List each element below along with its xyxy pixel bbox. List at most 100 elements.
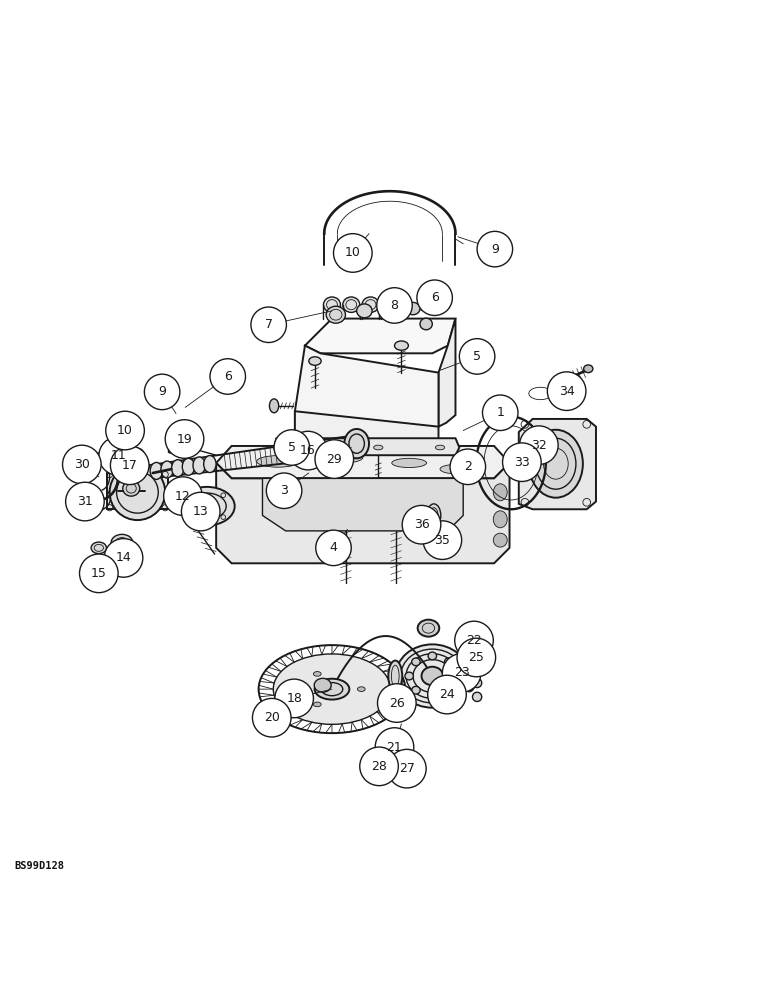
Polygon shape	[305, 319, 455, 353]
Ellipse shape	[326, 306, 345, 323]
Circle shape	[378, 684, 416, 722]
Ellipse shape	[111, 534, 133, 551]
Circle shape	[423, 521, 462, 559]
Circle shape	[402, 505, 441, 544]
Ellipse shape	[91, 542, 107, 554]
Ellipse shape	[357, 687, 365, 691]
Ellipse shape	[110, 464, 165, 520]
Circle shape	[274, 430, 310, 465]
Circle shape	[144, 374, 180, 410]
Ellipse shape	[344, 429, 369, 458]
Circle shape	[275, 679, 313, 718]
Ellipse shape	[357, 304, 372, 318]
Circle shape	[459, 339, 495, 374]
Text: 21: 21	[387, 741, 402, 754]
Text: 3: 3	[280, 484, 288, 497]
Circle shape	[315, 440, 354, 478]
Text: 19: 19	[177, 433, 192, 446]
Text: 11: 11	[110, 449, 126, 462]
Ellipse shape	[493, 533, 507, 547]
Ellipse shape	[182, 458, 195, 475]
Ellipse shape	[411, 658, 420, 666]
Ellipse shape	[317, 452, 363, 463]
Ellipse shape	[171, 460, 184, 477]
Polygon shape	[216, 463, 510, 563]
Circle shape	[104, 539, 143, 577]
Circle shape	[457, 638, 496, 677]
Ellipse shape	[130, 448, 144, 462]
Text: 25: 25	[469, 651, 484, 664]
Circle shape	[63, 445, 101, 484]
Ellipse shape	[313, 672, 321, 676]
Ellipse shape	[281, 445, 290, 450]
Text: 20: 20	[264, 711, 279, 724]
Polygon shape	[295, 346, 438, 442]
Circle shape	[210, 359, 245, 394]
Circle shape	[266, 473, 302, 508]
Circle shape	[520, 426, 558, 464]
Ellipse shape	[151, 462, 163, 479]
Circle shape	[482, 395, 518, 431]
Circle shape	[375, 728, 414, 766]
Ellipse shape	[493, 484, 507, 501]
Ellipse shape	[343, 297, 360, 312]
Text: 17: 17	[122, 459, 137, 472]
Ellipse shape	[422, 667, 443, 685]
Text: 36: 36	[414, 518, 429, 531]
Text: 10: 10	[117, 424, 133, 437]
Ellipse shape	[435, 445, 445, 450]
Text: 33: 33	[514, 456, 530, 469]
Ellipse shape	[179, 487, 235, 525]
Text: 23: 23	[454, 666, 469, 679]
Circle shape	[503, 443, 541, 481]
Ellipse shape	[161, 461, 173, 478]
Text: 16: 16	[300, 444, 316, 457]
Ellipse shape	[445, 658, 453, 666]
Ellipse shape	[493, 511, 507, 528]
Text: 35: 35	[435, 534, 450, 547]
Circle shape	[442, 654, 481, 692]
Text: 9: 9	[491, 243, 499, 256]
Ellipse shape	[314, 679, 349, 700]
Ellipse shape	[472, 692, 482, 701]
Circle shape	[377, 288, 412, 323]
Circle shape	[66, 482, 104, 521]
Polygon shape	[168, 444, 191, 452]
Text: 5: 5	[288, 441, 296, 454]
Circle shape	[360, 747, 398, 786]
Ellipse shape	[416, 519, 430, 542]
Text: 31: 31	[77, 495, 93, 508]
Text: 18: 18	[286, 692, 302, 705]
Ellipse shape	[174, 497, 185, 506]
Circle shape	[417, 280, 452, 315]
Ellipse shape	[273, 654, 391, 724]
Circle shape	[251, 307, 286, 343]
Ellipse shape	[79, 471, 88, 482]
Circle shape	[289, 431, 327, 470]
Text: 4: 4	[330, 541, 337, 554]
Text: 30: 30	[74, 458, 90, 471]
Circle shape	[80, 554, 118, 593]
Circle shape	[334, 234, 372, 272]
Text: 8: 8	[391, 299, 398, 312]
Ellipse shape	[314, 678, 331, 692]
Circle shape	[110, 446, 149, 485]
Text: 7: 7	[265, 318, 273, 331]
Ellipse shape	[256, 456, 300, 467]
Circle shape	[106, 411, 144, 450]
Ellipse shape	[394, 341, 408, 350]
Circle shape	[99, 437, 137, 475]
Ellipse shape	[123, 481, 140, 496]
Circle shape	[477, 231, 513, 267]
Circle shape	[388, 749, 426, 788]
Polygon shape	[519, 419, 596, 509]
Circle shape	[181, 492, 220, 531]
Ellipse shape	[447, 672, 464, 695]
Text: 5: 5	[473, 350, 481, 363]
Text: 9: 9	[158, 385, 166, 398]
Text: 34: 34	[559, 385, 574, 398]
Circle shape	[455, 621, 493, 660]
Ellipse shape	[420, 318, 432, 330]
Text: 22: 22	[466, 634, 482, 647]
Text: 14: 14	[116, 551, 131, 564]
